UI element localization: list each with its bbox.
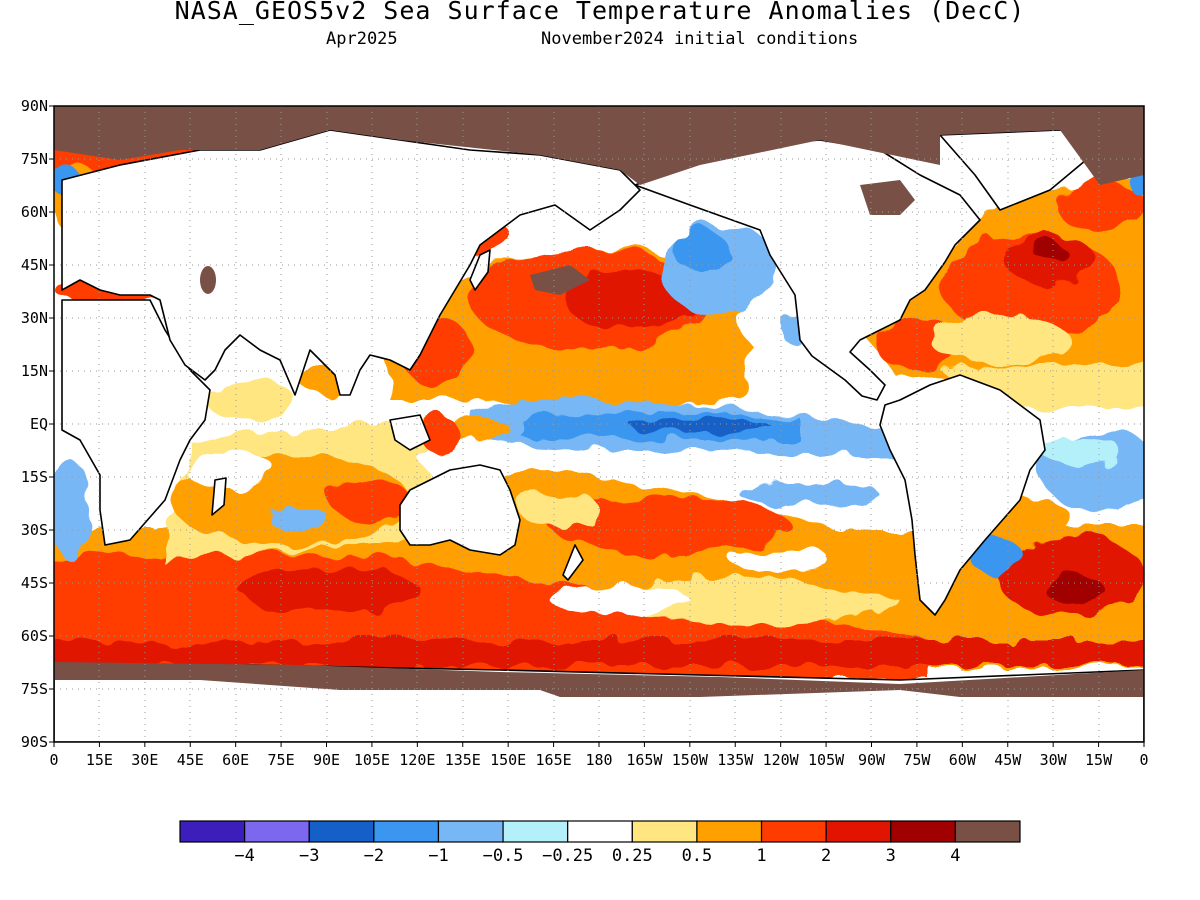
south-america xyxy=(879,374,1046,616)
lon-label: 75W xyxy=(903,751,931,769)
lat-label: 90N xyxy=(21,97,48,115)
colorbar-label: 1 xyxy=(756,846,766,866)
lon-label: 90W xyxy=(858,751,886,769)
lat-label: EQ xyxy=(30,415,48,433)
lat-label: 15N xyxy=(21,362,48,380)
lon-label: 0 xyxy=(49,751,58,769)
colorbar: −4 −3 −2 −1 −0.5 −0.25 0.25 0.5 1 2 3 4 xyxy=(179,820,1021,866)
latitude-axis: 90N 75N 60N 45N 30N 15N EQ 15S 30S 45S 60S 75S 90S xyxy=(21,97,54,751)
lon-label: 135W xyxy=(717,751,754,769)
lon-label: 75E xyxy=(268,751,295,769)
southern-ocean-warm-band xyxy=(54,528,1144,680)
equatorial-pacific-cold-tongue xyxy=(420,398,900,460)
lat-label: 15S xyxy=(21,468,48,486)
lon-label: 90E xyxy=(313,751,340,769)
lon-label: 105W xyxy=(808,751,845,769)
map-title: NASA_GEOS5v2 Sea Surface Temperature Ano… xyxy=(174,0,1026,25)
lon-label: 150E xyxy=(490,751,526,769)
longitude-axis: 0 15E 30E 45E 60E 75E 90E 105E 120E 135E 150E 165E 1… xyxy=(49,742,1149,769)
lon-label: 30E xyxy=(131,751,158,769)
lat-label: 60N xyxy=(21,203,48,221)
lon-label: 120W xyxy=(763,751,800,769)
valid-month-label: Apr2025 xyxy=(326,29,398,49)
lon-label: 15E xyxy=(86,751,113,769)
colorbar-swatch xyxy=(890,820,956,843)
colorbar-label: 4 xyxy=(950,846,960,866)
lon-label: 15W xyxy=(1085,751,1113,769)
lon-label: 135E xyxy=(445,751,481,769)
colorbar-swatch xyxy=(179,820,246,843)
africa xyxy=(61,299,211,546)
lat-label: 45S xyxy=(21,574,48,592)
lat-label: 45N xyxy=(21,256,48,274)
lat-label: 30S xyxy=(21,521,48,539)
colorbar-swatch xyxy=(308,820,375,843)
colorbar-label: 3 xyxy=(886,846,896,866)
lon-label: 150W xyxy=(672,751,709,769)
indian-ocean-anomalies xyxy=(160,360,430,560)
colorbar-swatch xyxy=(244,820,310,843)
colorbar-swatch xyxy=(373,820,440,843)
lon-label: 60E xyxy=(222,751,249,769)
lon-label: 30W xyxy=(1040,751,1068,769)
lon-label: 0 xyxy=(1139,751,1148,769)
lat-label: 90S xyxy=(21,733,48,751)
japan xyxy=(469,249,491,291)
lon-label: 60W xyxy=(949,751,977,769)
arctic-ice xyxy=(54,106,1144,185)
initial-conditions-label: November2024 initial conditions xyxy=(541,29,859,49)
colorbar-swatch xyxy=(631,820,698,843)
new-zealand xyxy=(562,544,584,581)
colorbar-swatch xyxy=(437,820,504,843)
colorbar-label: 0.5 xyxy=(682,846,713,866)
lon-label: 165W xyxy=(626,751,663,769)
colorbar-label: −4 xyxy=(234,846,254,866)
colorbar-label: −3 xyxy=(299,846,319,866)
hudson-bay xyxy=(860,180,915,215)
colorbar-label: 0.25 xyxy=(612,846,653,866)
lon-label: 45E xyxy=(177,751,204,769)
colorbar-label: −0.5 xyxy=(483,846,524,866)
colorbar-swatch xyxy=(954,820,1021,843)
colorbar-label: −2 xyxy=(364,846,384,866)
north-atlantic-warm-anomaly xyxy=(860,168,1144,380)
colorbar-swatch xyxy=(502,820,569,843)
caspian-sea xyxy=(200,266,216,294)
south-pacific-warm-tongue xyxy=(500,470,900,600)
lat-label: 75S xyxy=(21,680,48,698)
lon-label: 105E xyxy=(354,751,390,769)
colorbar-swatch xyxy=(696,820,763,843)
colorbar-label: 2 xyxy=(821,846,831,866)
colorbar-label: −0.25 xyxy=(542,846,593,866)
colorbar-swatch xyxy=(760,820,827,843)
lat-label: 60S xyxy=(21,627,48,645)
colorbar-swatch xyxy=(567,820,633,843)
lon-label: 165E xyxy=(536,751,572,769)
lon-label: 120E xyxy=(399,751,435,769)
lat-label: 30N xyxy=(21,309,48,327)
colorbar-swatch xyxy=(825,820,892,843)
okhotsk-ice xyxy=(530,265,590,295)
madagascar xyxy=(211,477,227,516)
lon-label: 45W xyxy=(994,751,1022,769)
lon-label: 180 xyxy=(585,751,612,769)
lat-label: 75N xyxy=(21,150,48,168)
graticule xyxy=(54,106,1144,742)
australia xyxy=(399,464,521,556)
colorbar-label: −1 xyxy=(428,846,448,866)
